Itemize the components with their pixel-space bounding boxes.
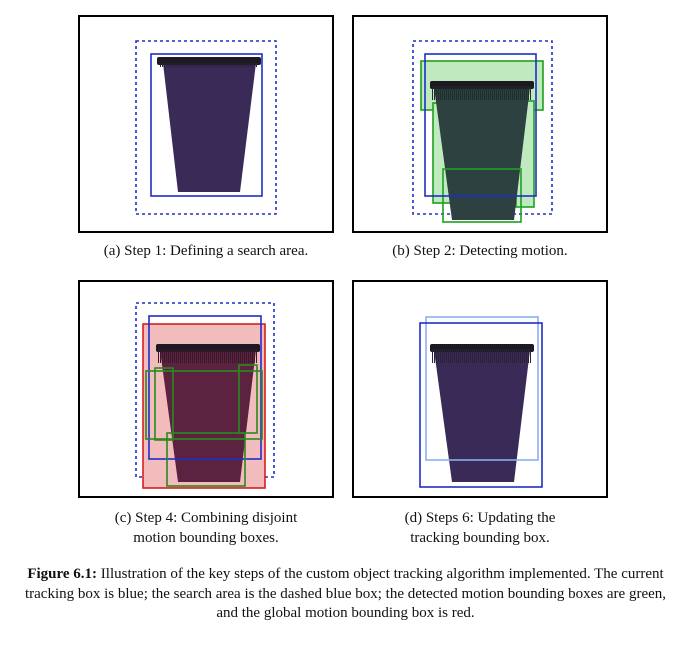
updated-tracking-box <box>419 322 543 488</box>
subfigure-d-caption-line1: (d) Steps 6: Updating the <box>404 510 556 526</box>
subfigure-c-drawing <box>135 302 275 489</box>
previous-tracking-box <box>425 316 539 461</box>
subfigure-c-caption-line2: motion bounding boxes. <box>133 530 279 546</box>
cup-body <box>434 350 530 482</box>
subfigure-b-caption: (b) Step 2: Detecting motion. <box>392 243 568 259</box>
figure-caption: Figure 6.1: Illustration of the key step… <box>18 565 673 624</box>
motion-box-left <box>154 367 174 441</box>
figure-caption-text: Illustration of the key steps of the cus… <box>24 566 667 621</box>
tracking-box <box>424 53 537 197</box>
subfigure-d-drawing <box>419 316 543 488</box>
cup-body <box>160 350 256 482</box>
tracking-box <box>148 315 262 460</box>
subfigure-d-caption: (d) Steps 6: Updating the tracking bound… <box>352 508 608 548</box>
cup-body <box>163 63 256 192</box>
subfigure-d-panel <box>352 280 608 498</box>
subfigure-a-caption: (a) Step 1: Defining a search area. <box>103 243 309 259</box>
subfigure-c-caption: (c) Step 4: Combining disjoint motion bo… <box>78 508 334 548</box>
motion-box-top <box>145 370 263 440</box>
motion-box-right <box>238 364 258 434</box>
subfigure-a-drawing <box>135 40 277 215</box>
subfigure-b-drawing <box>412 40 553 223</box>
subfigure-d-caption-line2: tracking bounding box. <box>410 530 550 546</box>
tracking-box <box>150 53 263 197</box>
figure-label: Figure 6.1: <box>27 566 98 582</box>
motion-box-bottom <box>166 432 246 487</box>
subfigure-c-panel <box>78 280 334 498</box>
subfigure-a-panel <box>78 15 334 233</box>
subfigure-c-caption-line1: (c) Step 4: Combining disjoint <box>114 510 298 526</box>
cup-body <box>434 87 530 220</box>
subfigure-b-panel <box>352 15 608 233</box>
